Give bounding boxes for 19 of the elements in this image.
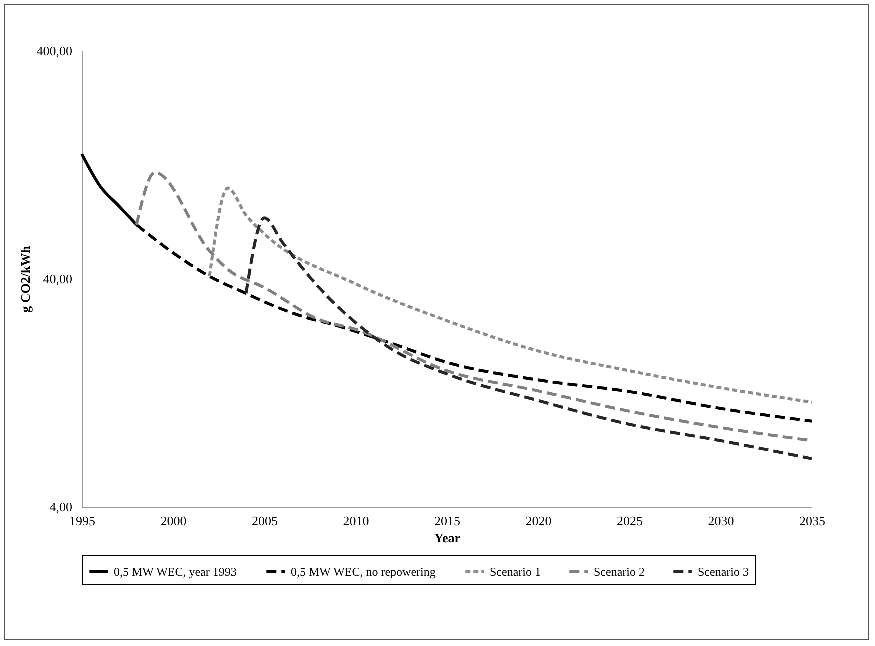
legend-label: 0,5 MW WEC, year 1993 bbox=[114, 565, 237, 579]
legend-label: Scenario 1 bbox=[490, 565, 541, 579]
x-tick-label: 2000 bbox=[160, 514, 187, 528]
y-tick-label: 400,00 bbox=[36, 44, 72, 58]
x-tick-label: 2030 bbox=[708, 514, 734, 528]
y-axis-title: g CO2/kWh bbox=[18, 245, 33, 313]
x-tick-label: 2025 bbox=[617, 514, 643, 528]
x-tick-label: 2035 bbox=[800, 514, 826, 528]
legend-label: 0,5 MW WEC, no repowering bbox=[291, 565, 436, 579]
x-tick-label: 2005 bbox=[252, 514, 278, 528]
y-tick-label: 40,00 bbox=[43, 272, 72, 286]
x-tick-label: 2010 bbox=[343, 514, 370, 528]
x-tick-label: 2020 bbox=[526, 514, 552, 528]
y-tick-label: 4,00 bbox=[50, 500, 72, 514]
legend-label: Scenario 2 bbox=[594, 565, 645, 579]
x-tick-label: 1995 bbox=[70, 514, 96, 528]
x-axis-title: Year bbox=[434, 530, 461, 546]
legend-label: Scenario 3 bbox=[698, 565, 749, 579]
x-tick-label: 2015 bbox=[434, 514, 460, 528]
